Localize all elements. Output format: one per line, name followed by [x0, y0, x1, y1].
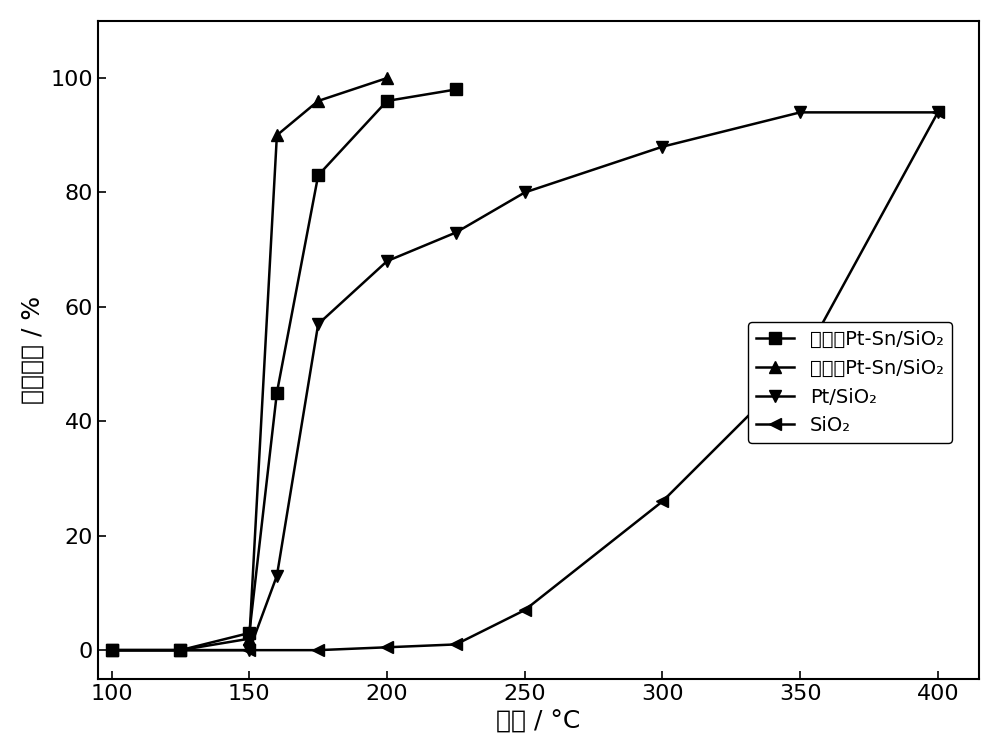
处理后Pt-Sn/SiO₂ [271, 130, 283, 139]
Pt/SiO₂ [312, 320, 324, 329]
Line: 处理后Pt-Sn/SiO₂: 处理后Pt-Sn/SiO₂ [105, 72, 393, 657]
Line: SiO₂: SiO₂ [105, 106, 944, 657]
Pt/SiO₂ [174, 645, 186, 654]
Pt/SiO₂ [450, 228, 462, 237]
处理后Pt-Sn/SiO₂ [174, 645, 186, 654]
处理前Pt-Sn/SiO₂ [271, 388, 283, 397]
SiO₂ [381, 642, 393, 651]
SiO₂ [519, 605, 531, 615]
Pt/SiO₂ [656, 143, 668, 152]
处理前Pt-Sn/SiO₂ [381, 97, 393, 106]
处理后Pt-Sn/SiO₂ [312, 97, 324, 106]
Y-axis label: 苯转化率 / %: 苯转化率 / % [21, 296, 45, 404]
X-axis label: 温度 / °C: 温度 / °C [496, 710, 581, 733]
Pt/SiO₂ [243, 645, 255, 654]
SiO₂ [174, 645, 186, 654]
SiO₂ [312, 645, 324, 654]
处理前Pt-Sn/SiO₂ [312, 170, 324, 179]
Pt/SiO₂ [519, 188, 531, 197]
处理后Pt-Sn/SiO₂ [106, 645, 118, 654]
SiO₂ [794, 360, 806, 369]
Line: 处理前Pt-Sn/SiO₂: 处理前Pt-Sn/SiO₂ [105, 83, 462, 657]
Pt/SiO₂ [932, 108, 944, 117]
处理后Pt-Sn/SiO₂ [381, 74, 393, 83]
SiO₂ [243, 645, 255, 654]
SiO₂ [932, 108, 944, 117]
处理后Pt-Sn/SiO₂ [243, 634, 255, 643]
Legend: 处理前Pt-Sn/SiO₂, 处理后Pt-Sn/SiO₂, Pt/SiO₂, SiO₂: 处理前Pt-Sn/SiO₂, 处理后Pt-Sn/SiO₂, Pt/SiO₂, S… [748, 322, 952, 443]
SiO₂ [106, 645, 118, 654]
Line: Pt/SiO₂: Pt/SiO₂ [105, 106, 944, 657]
处理前Pt-Sn/SiO₂ [450, 85, 462, 94]
处理前Pt-Sn/SiO₂ [243, 628, 255, 637]
Pt/SiO₂ [106, 645, 118, 654]
处理前Pt-Sn/SiO₂ [174, 645, 186, 654]
SiO₂ [450, 640, 462, 649]
Pt/SiO₂ [271, 572, 283, 581]
Pt/SiO₂ [794, 108, 806, 117]
SiO₂ [656, 497, 668, 506]
Pt/SiO₂ [381, 256, 393, 265]
处理前Pt-Sn/SiO₂ [106, 645, 118, 654]
